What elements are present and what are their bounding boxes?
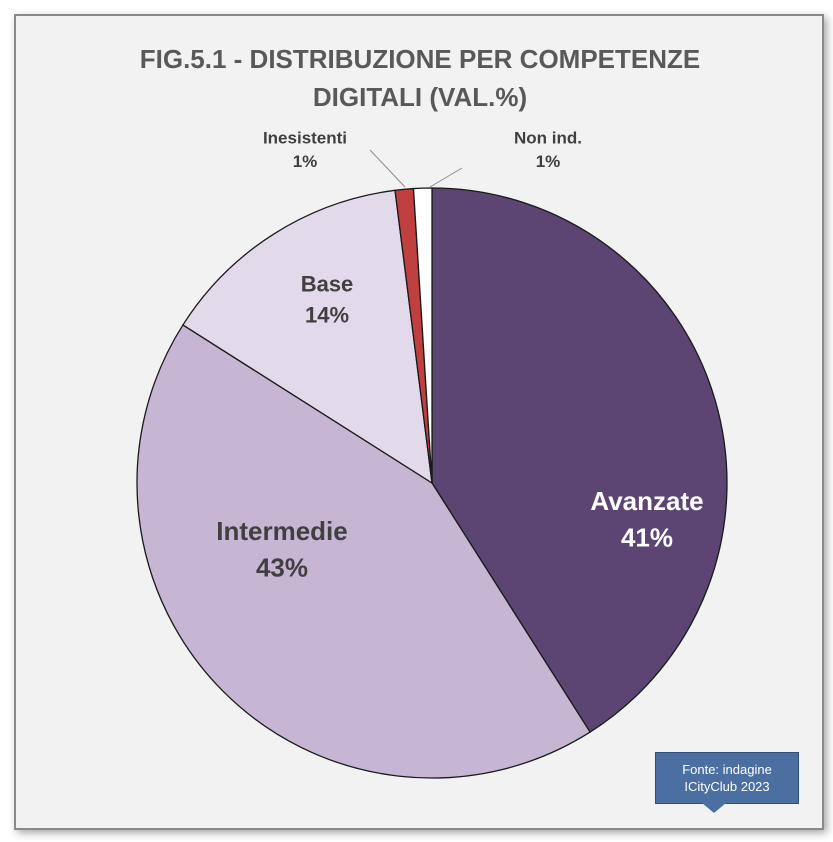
slice-category-label: Intermedie (216, 516, 348, 546)
slice-value-label: 14% (305, 302, 349, 327)
slice-category-label: Avanzate (590, 486, 703, 516)
slice-value-label: 1% (293, 152, 318, 171)
slice-value-label: 41% (621, 522, 673, 552)
slice-category-label: Non ind. (514, 128, 582, 147)
leader-line (429, 167, 463, 188)
slice-category-label: Inesistenti (263, 128, 347, 147)
pie-slice (182, 189, 433, 485)
chart-title: FIG.5.1 - DISTRIBUZIONE PER COMPETENZE D… (139, 44, 701, 112)
pie-slice (412, 187, 433, 484)
pie-slice (431, 187, 728, 733)
source-note-tail (702, 803, 726, 813)
pie-slice (136, 324, 591, 779)
slice-value-label: 1% (536, 152, 561, 171)
slice-value-label: 43% (256, 552, 308, 582)
source-note: Fonte: indagine ICityClub 2023 (655, 752, 799, 804)
leader-line (369, 149, 406, 188)
slice-category-label: Base (301, 272, 354, 297)
